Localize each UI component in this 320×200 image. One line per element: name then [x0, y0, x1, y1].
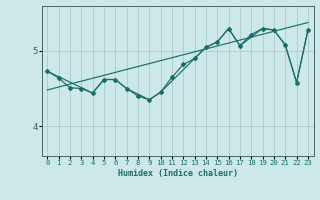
X-axis label: Humidex (Indice chaleur): Humidex (Indice chaleur): [118, 169, 237, 178]
